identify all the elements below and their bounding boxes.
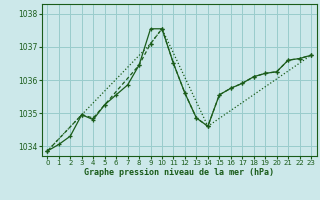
X-axis label: Graphe pression niveau de la mer (hPa): Graphe pression niveau de la mer (hPa) xyxy=(84,168,274,177)
